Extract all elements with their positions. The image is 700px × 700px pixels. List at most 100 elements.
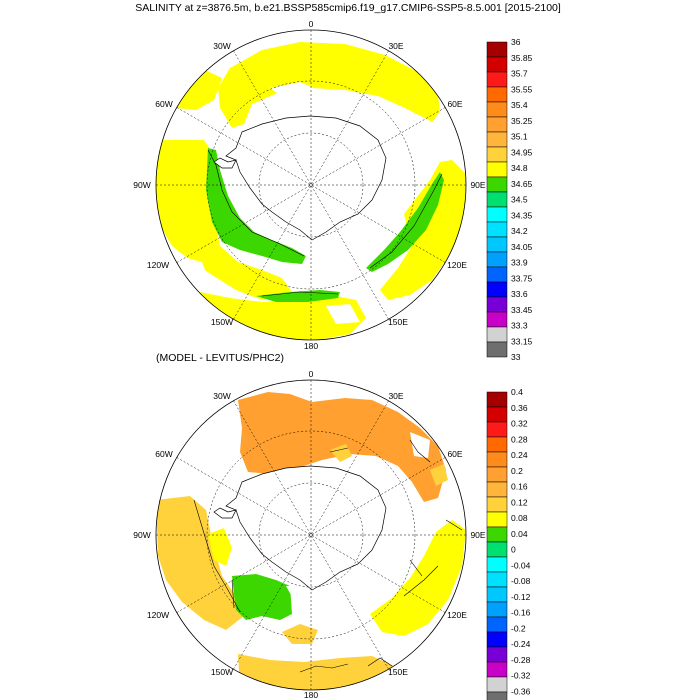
hole-white-6: [286, 586, 308, 604]
colorbar-label: 0: [511, 545, 516, 555]
panel2-title: (MODEL - LEVITUS/PHC2): [156, 352, 284, 364]
colorbar-swatch: [486, 511, 508, 528]
colorbar-swatch: [486, 56, 508, 73]
colorbar-swatch: [486, 586, 508, 603]
colorbar-label: 34.05: [511, 242, 533, 252]
colorbar-label: 0.32: [511, 419, 528, 429]
colorbar-label: 35.7: [511, 69, 528, 79]
lon-label: 90W: [133, 530, 150, 540]
colorbar-swatch: [486, 296, 508, 313]
colorbar-swatch: [486, 251, 508, 268]
lon-label: 60W: [155, 99, 172, 109]
lon-label: 150W: [211, 317, 233, 327]
colorbar-swatch: [486, 436, 508, 453]
colorbar-swatch: [486, 41, 508, 58]
panel1-colorbar: 36 35.85 35.7 35.55 35.4 35.25 35.1 34.95 34.8 34…: [486, 37, 533, 362]
antarctica-coast: [225, 115, 387, 241]
contour-diff-3: [403, 565, 439, 597]
field-yellow-nw: [170, 70, 222, 110]
field-green-indian: [366, 172, 444, 272]
colorbar-swatch: [486, 466, 508, 483]
colorbar-label: -0.04: [511, 560, 531, 570]
contour-diff-8: [409, 439, 431, 463]
colorbar-label: 0.12: [511, 497, 528, 507]
colorbar-swatch: [486, 556, 508, 573]
colorbar-label: 33: [511, 352, 521, 362]
colorbar-label: 35.85: [511, 53, 533, 63]
panel2-map-border: [155, 379, 467, 691]
field-yellow-indian: [370, 520, 466, 636]
lon-label: 150E: [388, 317, 408, 327]
colorbar-swatch: [486, 541, 508, 558]
colorbar-label: 35.55: [511, 84, 533, 94]
colorbar-swatch: [486, 526, 508, 543]
colorbar-label: 0.4: [511, 387, 523, 397]
lon-label: 0: [309, 19, 314, 29]
lon-label: 90E: [470, 530, 485, 540]
panel2-longitude-labels: 0 30E 60E 90E 120E 150E 180 150W 120W 90…: [133, 369, 486, 700]
colorbar-swatch: [486, 646, 508, 663]
antarctica-coast-2: [225, 465, 387, 591]
lon-label: 180: [304, 690, 318, 700]
colorbar-label: 33.15: [511, 336, 533, 346]
colorbar-label: -0.2: [511, 623, 526, 633]
lon-label: 120W: [147, 260, 169, 270]
colorbar-swatch: [486, 236, 508, 253]
colorbar-label: -0.16: [511, 608, 531, 618]
field-lightorange-south: [238, 654, 394, 690]
panel2-colorbar: 0.4 0.36 0.32 0.28 0.24 0.2 0.16 0.12 0.08 0.04 0 -…: [486, 387, 531, 700]
colorbar-label: 0.36: [511, 403, 528, 413]
colorbar-label: -0.28: [511, 655, 531, 665]
lon-label: 90E: [470, 180, 485, 190]
colorbar-label: 0.28: [511, 434, 528, 444]
field-green-bellingshausen: [232, 574, 292, 620]
colorbar-label: 34.65: [511, 179, 533, 189]
contour-34p8-1: [207, 149, 305, 257]
panel1-map-border: [155, 29, 467, 341]
colorbar-swatch: [486, 481, 508, 498]
colorbar-swatch: [486, 341, 508, 358]
colorbar-label: -0.36: [511, 686, 531, 696]
colorbar-swatch: [486, 661, 508, 678]
field-lightorange-west: [156, 496, 244, 630]
colorbar-label: -0.08: [511, 576, 531, 586]
lon-label: 180: [304, 341, 318, 351]
antarctic-peninsula-2: [213, 507, 237, 519]
colorbar-swatch: [486, 131, 508, 148]
lon-label: 0: [309, 369, 314, 379]
colorbar-label: 34.8: [511, 163, 528, 173]
contour-diff-4: [409, 559, 423, 577]
contour-diff-2: [231, 579, 235, 609]
lon-label: 60E: [447, 449, 462, 459]
colorbar-label: -0.24: [511, 639, 531, 649]
colorbar-swatch: [486, 161, 508, 178]
colorbar-label: 35.1: [511, 132, 528, 142]
colorbar-swatch: [486, 191, 508, 208]
colorbar-label: 0.24: [511, 450, 528, 460]
contour-diff-7: [329, 447, 349, 453]
colorbar-label: 34.35: [511, 210, 533, 220]
colorbar-label: 33.3: [511, 321, 528, 331]
antarctic-peninsula: [213, 157, 237, 169]
colorbar-swatch: [486, 176, 508, 193]
panel2-contours: [193, 439, 463, 673]
lon-label: 120E: [447, 260, 467, 270]
field-green-weddell: [206, 148, 306, 264]
panel2-map: 0 30E 60E 90E 120E 150E 180 150W 120W 90…: [133, 369, 486, 700]
field-yellow-atlantic: [218, 42, 440, 128]
lon-label: 30W: [213, 41, 230, 51]
colorbar-swatch: [486, 616, 508, 633]
colorbar-swatch: [486, 691, 508, 700]
contour-diff-9: [445, 519, 463, 531]
colorbar-label: 35.25: [511, 116, 533, 126]
colorbar-swatch: [486, 631, 508, 648]
panel1-title: SALINITY at z=3876.5m, b.e21.BSSP585cmip…: [135, 2, 561, 14]
colorbar-swatch: [486, 206, 508, 223]
colorbar-swatch: [486, 101, 508, 118]
colorbar-swatch: [486, 391, 508, 408]
contour-diff-5: [299, 663, 349, 673]
colorbar-swatch: [486, 601, 508, 618]
colorbar-swatch: [486, 71, 508, 88]
lon-label: 60W: [155, 449, 172, 459]
